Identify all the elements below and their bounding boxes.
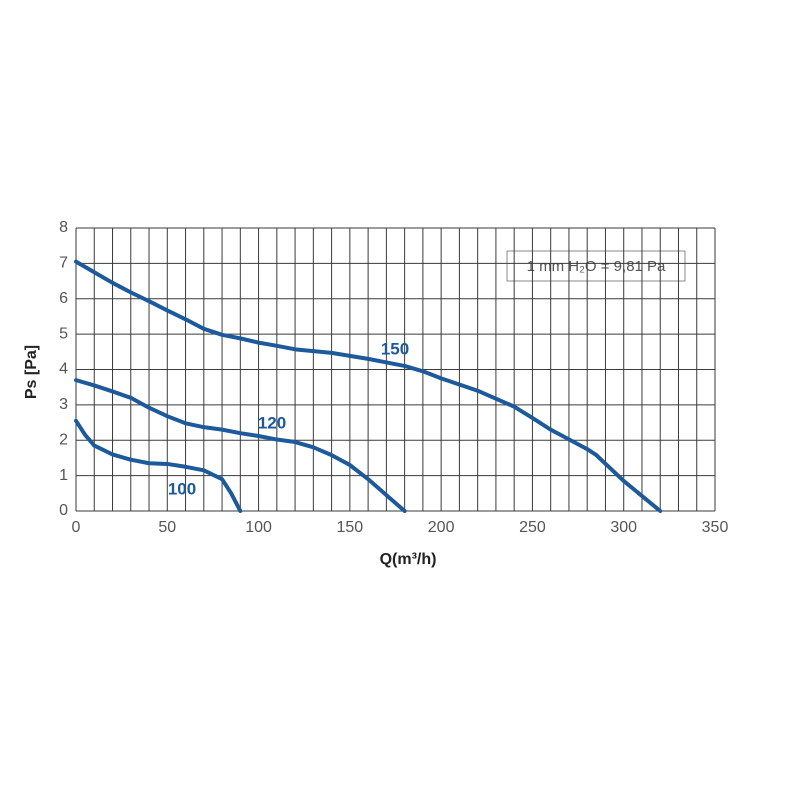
y-tick-label: 8 — [59, 219, 68, 236]
y-tick-label: 7 — [59, 255, 68, 272]
curve — [74, 378, 407, 513]
x-tick-label: 300 — [610, 519, 637, 536]
y-tick-label: 5 — [59, 325, 68, 342]
curve-label: 120 — [258, 413, 286, 432]
x-axis-title: Q(m³/h) — [380, 551, 437, 568]
y-tick-label: 1 — [59, 467, 68, 484]
x-tick-label: 100 — [245, 519, 272, 536]
curve — [74, 259, 663, 513]
y-tick-label: 3 — [59, 396, 68, 413]
y-tick-label: 6 — [59, 290, 68, 307]
y-axis-title: Ps [Pa] — [23, 345, 40, 399]
y-tick-label: 0 — [59, 502, 68, 519]
x-tick-label: 150 — [337, 519, 364, 536]
annotation: 1 mm H₂O = 9,81 Pa — [527, 258, 666, 275]
x-tick-label: 250 — [519, 519, 546, 536]
y-tick-label: 4 — [59, 361, 68, 378]
curve-label: 100 — [168, 479, 196, 498]
y-tick-label: 2 — [59, 431, 68, 448]
curve-label: 150 — [381, 339, 409, 358]
x-tick-label: 350 — [702, 519, 729, 536]
x-tick-label: 0 — [72, 519, 81, 536]
x-tick-label: 200 — [428, 519, 455, 536]
x-tick-label: 50 — [158, 519, 176, 536]
annotation-box — [506, 250, 686, 282]
curve — [74, 418, 243, 513]
